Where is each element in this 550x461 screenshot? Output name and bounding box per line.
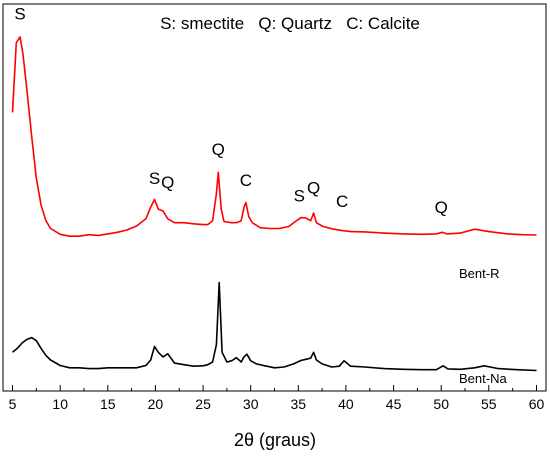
peak-label: Q — [435, 198, 448, 217]
peak-label: C — [336, 192, 348, 211]
chart-title: S: smectite Q: Quartz C: Calcite — [160, 14, 420, 33]
peak-label: S — [294, 186, 305, 205]
x-tick-label: 10 — [52, 396, 68, 412]
x-tick-label: 15 — [100, 396, 116, 412]
x-tick-label: 35 — [291, 396, 307, 412]
peak-label: Q — [212, 140, 225, 159]
peak-label: Q — [307, 179, 320, 198]
x-tick-label: 20 — [148, 396, 164, 412]
x-tick-label: 25 — [195, 396, 211, 412]
series-label-bent-na: Bent-Na — [459, 371, 507, 386]
x-tick-label: 45 — [386, 396, 402, 412]
peak-label: S — [14, 5, 25, 24]
peak-label: S — [149, 169, 160, 188]
x-tick-label: 50 — [433, 396, 449, 412]
plot-frame — [2, 3, 547, 392]
x-tick-label: 55 — [481, 396, 497, 412]
x-axis-title: 2θ (graus) — [234, 430, 316, 450]
x-tick-label: 5 — [9, 396, 17, 412]
x-axis: 5 10 15 20 25 30 35 40 45 50 55 60 — [9, 385, 545, 412]
x-tick-label: 60 — [529, 396, 545, 412]
peak-label: C — [240, 171, 252, 190]
plot-area — [2, 3, 547, 392]
series-label-bent-r: Bent-R — [459, 266, 499, 281]
series-line-bent-r — [11, 36, 537, 237]
peak-label: Q — [161, 173, 174, 192]
x-tick-label: 30 — [243, 396, 259, 412]
x-tick-label: 40 — [338, 396, 354, 412]
series-line-bent-na — [11, 281, 537, 372]
series-layer — [11, 36, 537, 372]
